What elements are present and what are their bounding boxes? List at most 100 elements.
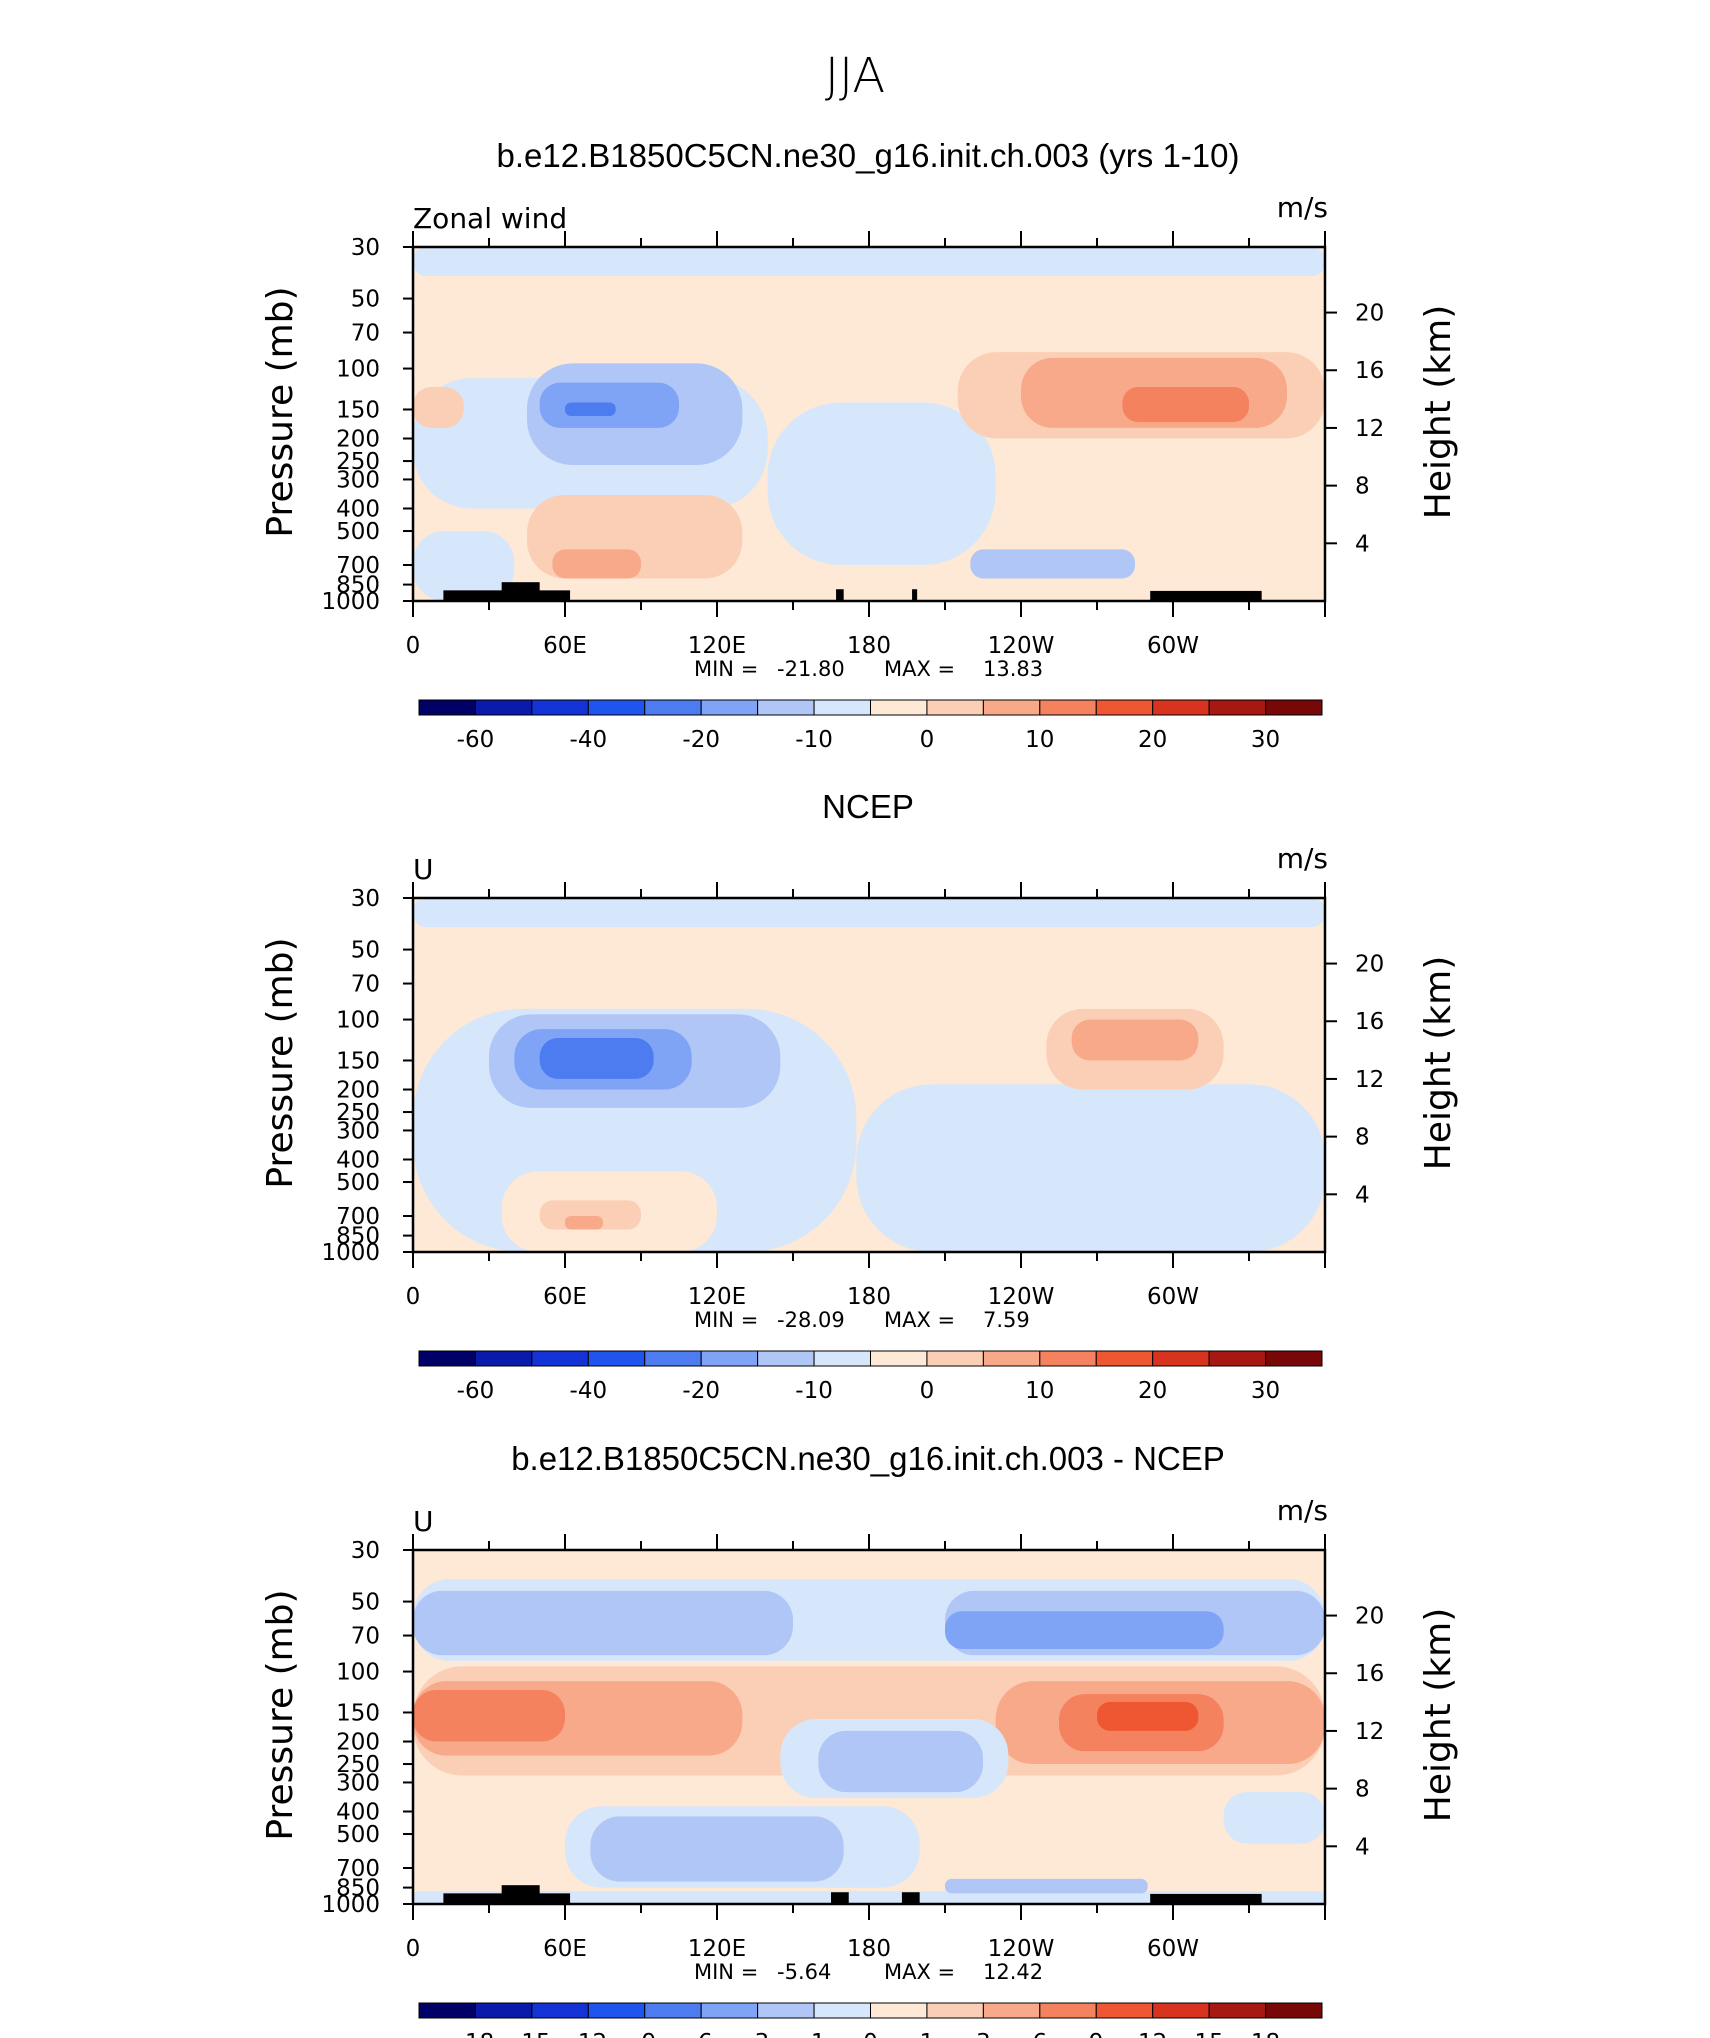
colorbar-swatch [700,1350,759,1367]
x-tick-label: 120E [688,633,746,659]
y-tick-label: 1000 [321,589,380,615]
colorbar-swatch [1208,699,1267,716]
y-tick-label: 50 [351,1590,380,1616]
min-value: -21.80 [777,657,845,681]
height-tick-label: 4 [1355,531,1370,557]
y-tick-label: 400 [336,1799,380,1825]
topography-mask [912,589,918,601]
y-tick-label: 850 [336,1224,380,1250]
colorbar-swatch [1039,1350,1097,1367]
chart-panel-3: b.e12.B1850C5CN.ne30_g16.init.ch.003 - N… [260,1440,1459,2038]
y-tick-label: 150 [336,1700,380,1726]
colorbar-swatch [813,1350,871,1367]
variable-label: U [413,853,434,886]
x-tick-label: 60W [1147,1284,1199,1310]
height-tick-label: 12 [1355,416,1384,442]
units-label: m/s [1277,191,1328,224]
y-axis-title: Pressure (mb) [260,937,301,1188]
colorbar-swatch [1039,2002,1097,2019]
y-tick-label: 50 [351,938,380,964]
colorbar-label: 10 [1025,727,1054,753]
y-tick-label: 700 [336,553,380,579]
y-tick-label: 50 [351,287,380,313]
y-axis-title-right: Height (km) [1418,1608,1459,1822]
height-tick-label: 16 [1355,1009,1384,1035]
contour-field [413,1550,1325,1904]
y-tick-label: 300 [336,1770,380,1796]
y-tick-label: 100 [336,357,380,383]
colorbar-label: 20 [1138,727,1167,753]
y-tick-label: 1000 [321,1892,380,1918]
contour-region [565,402,616,416]
y-tick-label: 1000 [321,1240,380,1266]
colorbar-label: -10 [795,727,833,753]
colorbar-swatch [1265,1350,1323,1367]
colorbar-swatch [813,699,871,716]
colorbar-label: -10 [795,1378,833,1404]
colorbar-swatch [926,2002,984,2019]
contour-region [565,1215,603,1230]
height-tick-label: 20 [1355,1604,1384,1630]
min-label: MIN = [694,1960,758,1984]
variable-label: Zonal wind [413,202,567,235]
colorbar-swatch [531,2002,589,2019]
main-title: JJA [825,48,885,104]
colorbar-swatch [1095,699,1154,716]
y-axis-title-right: Height (km) [1418,956,1459,1170]
contour-region [539,1037,654,1079]
height-tick-label: 20 [1355,301,1384,327]
variable-label: U [413,1505,434,1538]
colorbar-swatch [870,2002,928,2019]
panel-title: NCEP [822,788,914,825]
y-tick-label: 400 [336,1147,380,1173]
colorbar-swatch [982,699,1041,716]
y-tick-label: 150 [336,1048,380,1074]
colorbar-swatch [1152,2002,1210,2019]
colorbar-label: 12 [1138,2030,1167,2038]
colorbar-label: 18 [1251,2030,1280,2038]
colorbar-label: 9 [1089,2030,1104,2038]
y-tick-label: 500 [336,519,380,545]
x-tick-label: 180 [847,1284,891,1310]
y-tick-label: 500 [336,1170,380,1196]
topography-mask [831,1892,849,1904]
y-tick-label: 30 [351,235,380,261]
colorbar-swatch [813,2002,871,2019]
x-tick-label: 60E [543,633,587,659]
colorbar-swatch [926,699,984,716]
y-tick-label: 250 [336,449,380,475]
max-value: 7.59 [983,1308,1030,1332]
contour-region [970,549,1135,579]
colorbar-label: -6 [690,2030,713,2038]
colorbar-label: 15 [1194,2030,1223,2038]
colorbar-label: -60 [457,727,495,753]
y-tick-label: 150 [336,397,380,423]
y-tick-label: 300 [336,467,380,493]
y-tick-label: 70 [351,972,380,998]
y-tick-label: 250 [336,1100,380,1126]
y-axis-title: Pressure (mb) [260,286,301,537]
colorbar-label: 0 [920,1378,935,1404]
y-axis-title-right: Height (km) [1418,305,1459,519]
contour-region [1071,1019,1199,1061]
colorbar-swatch [757,1350,815,1367]
min-value: -5.64 [777,1960,831,1984]
x-tick-label: 60W [1147,633,1199,659]
x-tick-label: 60W [1147,1936,1199,1962]
max-label: MAX = [884,657,955,681]
colorbar-swatch [418,2002,476,2019]
contour-region [1097,1701,1199,1731]
height-tick-label: 4 [1355,1834,1370,1860]
x-tick-label: 120E [688,1284,746,1310]
topography-mask [1150,1893,1262,1904]
colorbar-swatch [474,699,533,716]
y-tick-label: 700 [336,1204,380,1230]
colorbar-swatch [700,2002,759,2019]
contour-field [413,247,1325,601]
colorbar-label: 0 [920,727,935,753]
colorbar-label: -20 [682,727,720,753]
units-label: m/s [1277,1494,1328,1527]
colorbar-swatch [644,1350,702,1367]
contour-region [413,1689,565,1742]
